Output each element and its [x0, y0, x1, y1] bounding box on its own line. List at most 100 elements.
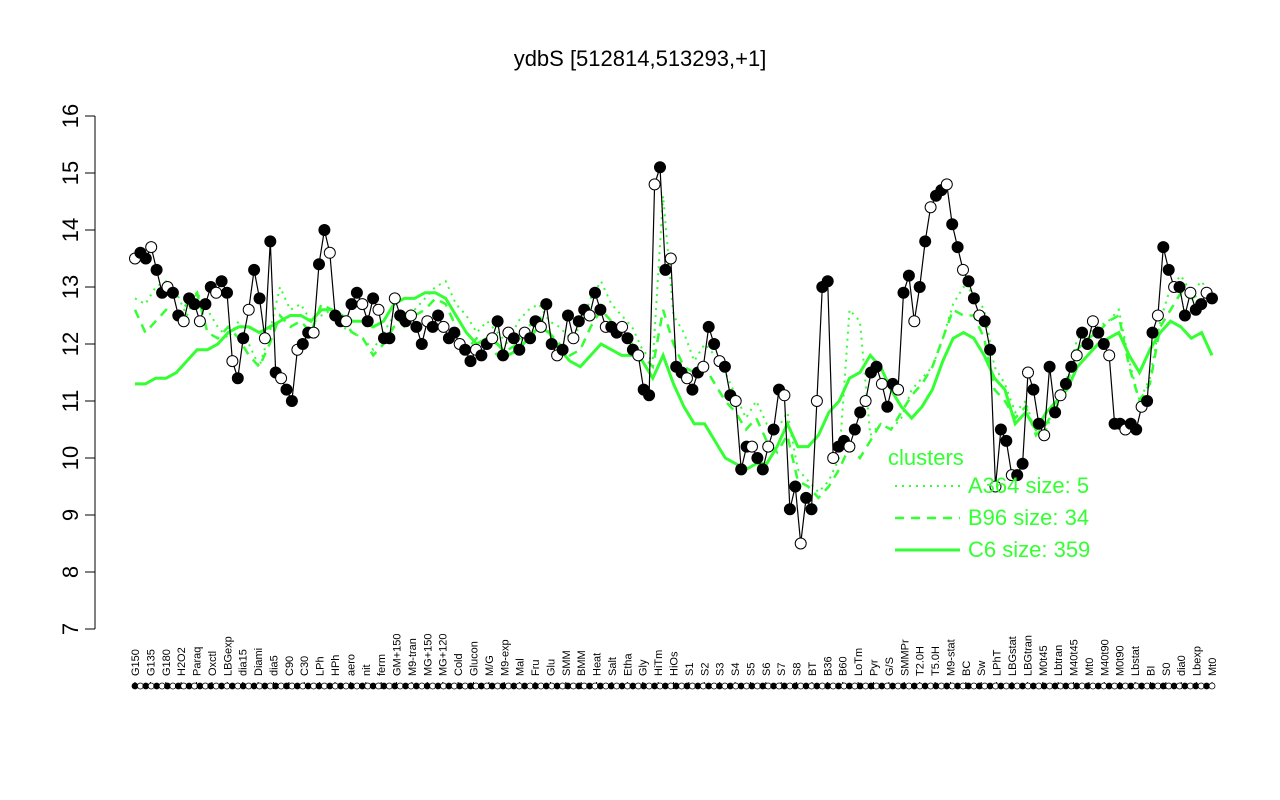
x-tick-label: Mt0: [1207, 658, 1219, 676]
x-tick-label: T2.0H: [915, 646, 927, 676]
data-point: [984, 343, 997, 356]
x-tick-label: B60: [838, 656, 850, 676]
x-tick-label: M40t45: [1069, 639, 1081, 676]
x-tick-label: dia15: [238, 649, 250, 676]
y-tick-label: 13: [58, 275, 83, 299]
data-point: [280, 383, 293, 396]
data-point: [405, 309, 417, 322]
data-point: [188, 298, 201, 311]
x-tick-label: G135: [145, 649, 157, 676]
x-tick-label: S3: [715, 663, 727, 676]
data-point: [475, 349, 488, 362]
x-tick-label: LBGtran: [1022, 635, 1034, 676]
data-point: [778, 389, 791, 402]
data-point: [210, 286, 223, 299]
x-tick-label: M/G: [484, 655, 496, 676]
data-point: [193, 315, 206, 328]
data-point: [367, 292, 380, 305]
data-point: [848, 423, 861, 436]
data-point: [1162, 263, 1175, 276]
x-tick-label: B36: [822, 656, 834, 676]
data-point: [978, 315, 991, 328]
data-point: [1043, 360, 1056, 373]
data-point: [594, 303, 607, 316]
data-point: [313, 258, 325, 271]
data-point: [951, 241, 964, 254]
data-point: [139, 252, 152, 265]
x-tick-label: Lbexp: [1192, 646, 1204, 676]
data-point: [1000, 434, 1013, 447]
data-point: [1070, 349, 1083, 362]
data-point: [1065, 360, 1078, 373]
x-tick-label: BT: [807, 662, 819, 676]
data-point: [1081, 338, 1094, 350]
data-point: [361, 315, 374, 328]
data-points: [129, 161, 1218, 550]
x-tick-label: Fru: [530, 660, 542, 677]
data-point: [242, 303, 255, 316]
x-tick-label: M0t45: [1038, 645, 1050, 676]
data-point: [524, 332, 537, 345]
data-point: [1049, 406, 1062, 419]
x-tick-label: Pyr: [869, 659, 881, 676]
x-tick-label: Heat: [592, 653, 604, 676]
legend-label: A364 size: 5: [968, 473, 1089, 498]
data-point: [902, 269, 915, 282]
data-point: [1092, 326, 1105, 339]
x-tick-label: MG+150: [422, 634, 434, 677]
data-point: [540, 298, 553, 311]
data-point: [572, 315, 585, 328]
y-tick-label: 8: [58, 566, 83, 578]
x-tick-label: Lbtran: [1053, 645, 1065, 676]
data-point: [388, 292, 401, 305]
data-point: [957, 263, 969, 276]
data-point: [751, 452, 764, 464]
x-tick-label: Mt0: [1084, 658, 1096, 676]
data-point: [345, 298, 358, 311]
x-tick-label: M9-stat: [945, 639, 957, 676]
x-tick-label: Cold: [453, 653, 465, 676]
data-point: [648, 178, 661, 191]
data-point: [718, 360, 731, 373]
data-point: [231, 372, 244, 385]
x-tick-label: nit: [361, 664, 373, 676]
x-tick-label: Paraq: [192, 647, 204, 676]
x-tick-label: HPh: [330, 655, 342, 676]
x-tick-label: LBGstat: [1007, 636, 1019, 676]
x-tick-label: BI: [1145, 666, 1157, 676]
data-point: [654, 161, 666, 174]
x-tick-label: G/S: [884, 657, 896, 676]
y-tick-label: 14: [58, 218, 83, 242]
data-point: [258, 332, 271, 345]
data-point: [237, 332, 250, 345]
data-point: [1086, 315, 1099, 328]
data-point: [307, 326, 320, 339]
data-point: [843, 440, 856, 453]
x-tick-label: S1: [684, 663, 696, 676]
legend-title: clusters: [888, 445, 964, 470]
data-point: [892, 383, 905, 396]
data-point: [459, 343, 472, 356]
data-point: [340, 315, 353, 328]
data-point: [746, 440, 758, 453]
x-tick-label: LPhT: [992, 649, 1004, 676]
data-point: [1022, 366, 1034, 379]
data-point: [464, 355, 477, 368]
data-point: [643, 389, 656, 402]
data-point: [1157, 241, 1170, 254]
x-tick-label: S5: [745, 663, 757, 676]
data-point: [908, 315, 921, 328]
data-point: [810, 395, 823, 407]
y-tick-label: 11: [58, 390, 83, 413]
y-tick-label: 15: [58, 161, 83, 185]
x-tick-label: dia0: [1176, 655, 1188, 676]
data-point: [372, 303, 385, 316]
data-point: [735, 463, 748, 476]
data-point: [805, 503, 818, 516]
data-point: [1038, 429, 1051, 442]
x-axis: G150 G135 G180 H2O2 Paraq Oxctl LBGexp dia15 Dia…: [130, 634, 1219, 690]
x-tick-label: H2O2: [176, 647, 188, 676]
x-tick-label: Mal: [515, 658, 527, 676]
data-point: [1173, 281, 1186, 293]
